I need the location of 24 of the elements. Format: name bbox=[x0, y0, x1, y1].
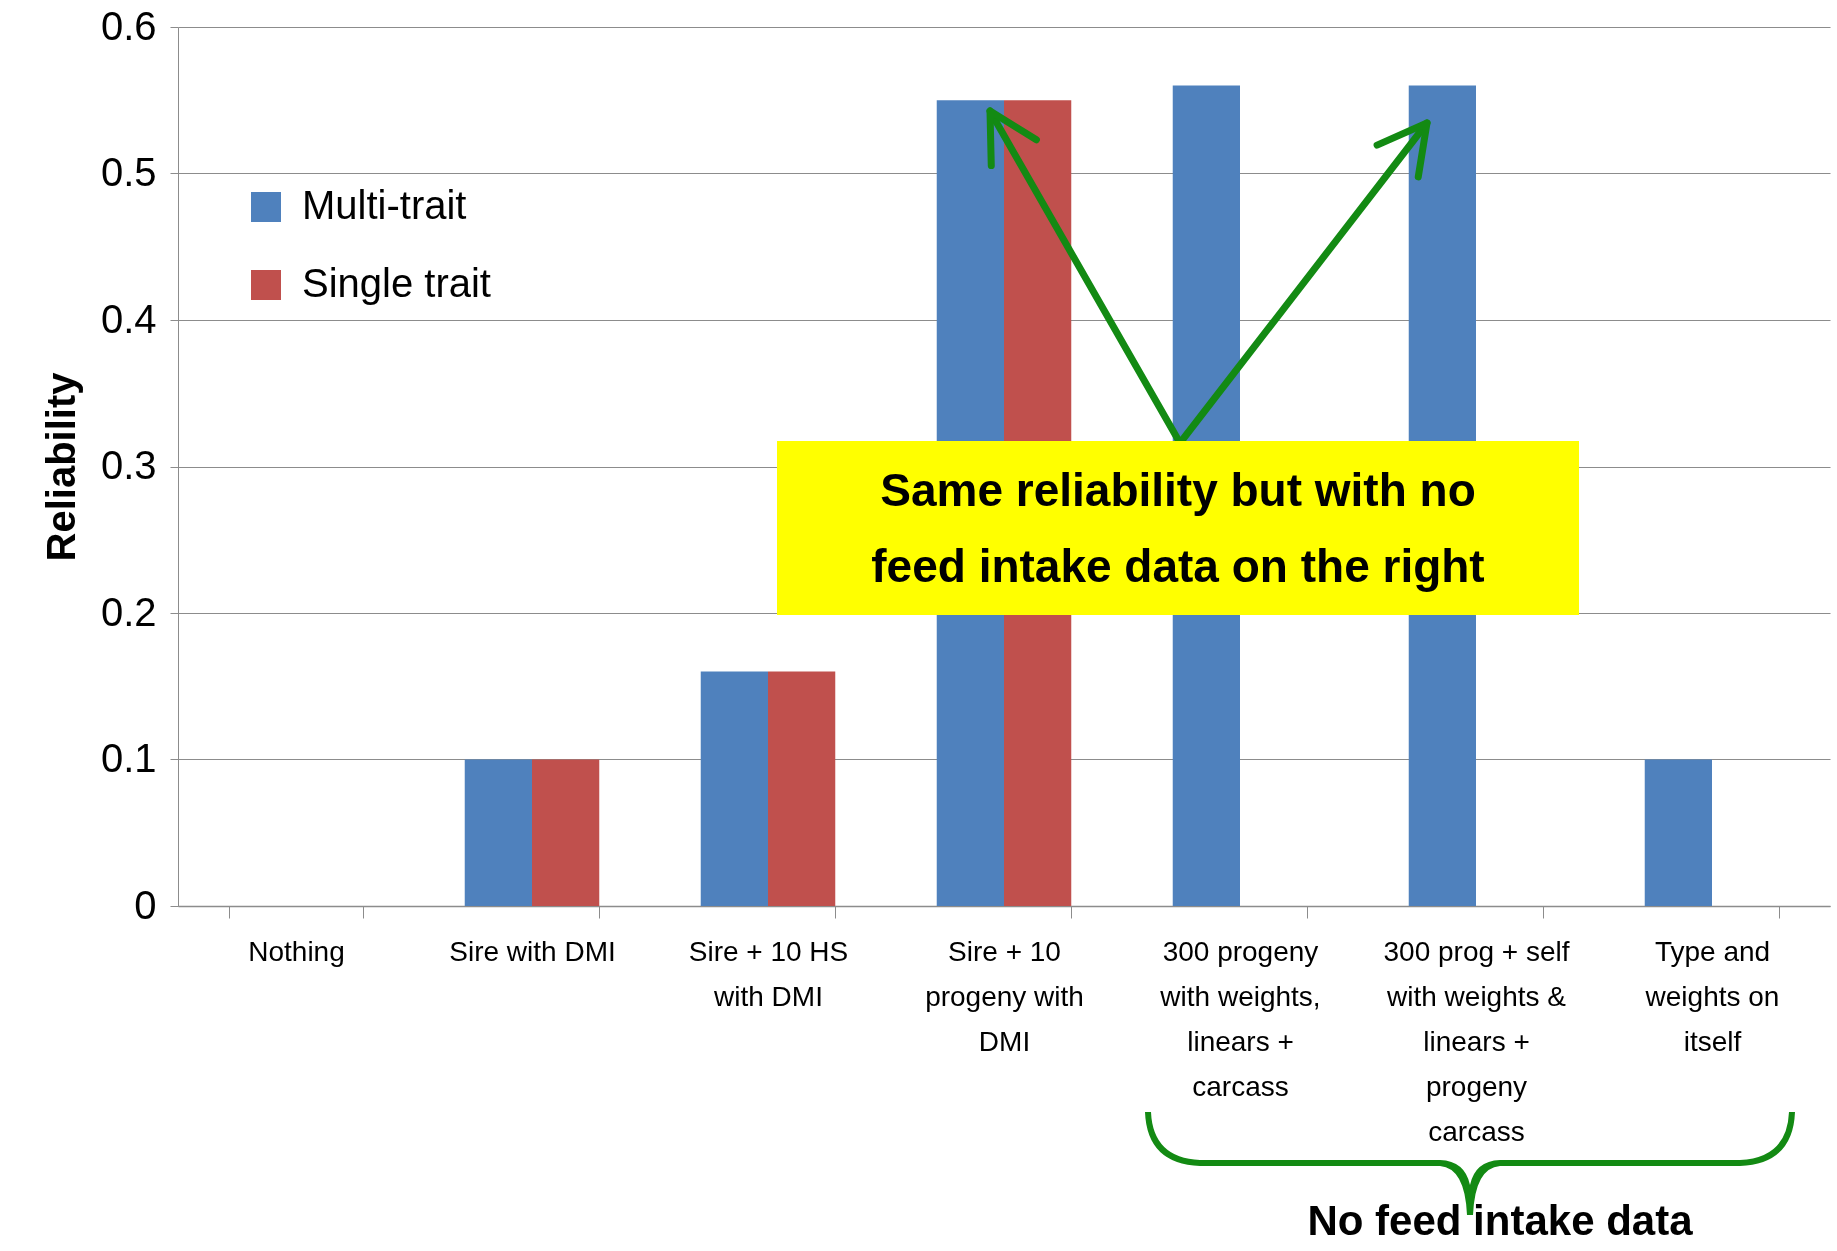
x-tick-label: 300 progeny with weights, linears + carcass bbox=[1159, 935, 1321, 1102]
bar bbox=[768, 671, 836, 906]
bar bbox=[700, 671, 768, 906]
x-tick-label: 300 prog + self with weights & linears + progeny carcass bbox=[1383, 935, 1570, 1147]
x-tick-label: Sire + 10 progeny with DMI bbox=[925, 935, 1084, 1057]
y-tick-label: 0.2 bbox=[100, 589, 157, 634]
callout-box: Same reliability but with no feed intake data on the right bbox=[777, 441, 1579, 615]
y-tick-label: 0.5 bbox=[100, 150, 157, 194]
x-tick-label: Type and weights on itself bbox=[1644, 935, 1780, 1057]
bar bbox=[532, 759, 600, 906]
y-tick-label: 0 bbox=[134, 882, 157, 927]
x-tick-label: Sire + 10 HS with DMI bbox=[688, 935, 849, 1012]
y-tick-label: 0.4 bbox=[100, 296, 157, 341]
y-axis-title: Reliability bbox=[38, 371, 83, 562]
x-tick-label: Sire with DMI bbox=[449, 935, 616, 967]
y-tick-label: 0.1 bbox=[100, 736, 157, 780]
legend-label: Single trait bbox=[302, 261, 491, 305]
legend-label: Multi-trait bbox=[302, 183, 467, 227]
x-tick-label: Nothing bbox=[248, 935, 345, 967]
bar bbox=[1644, 759, 1712, 906]
y-tick-label: 0.6 bbox=[100, 3, 157, 48]
text: No feed intake data bbox=[1306, 1196, 1694, 1246]
y-tick-label: 0.3 bbox=[100, 443, 157, 487]
bar bbox=[464, 759, 532, 906]
